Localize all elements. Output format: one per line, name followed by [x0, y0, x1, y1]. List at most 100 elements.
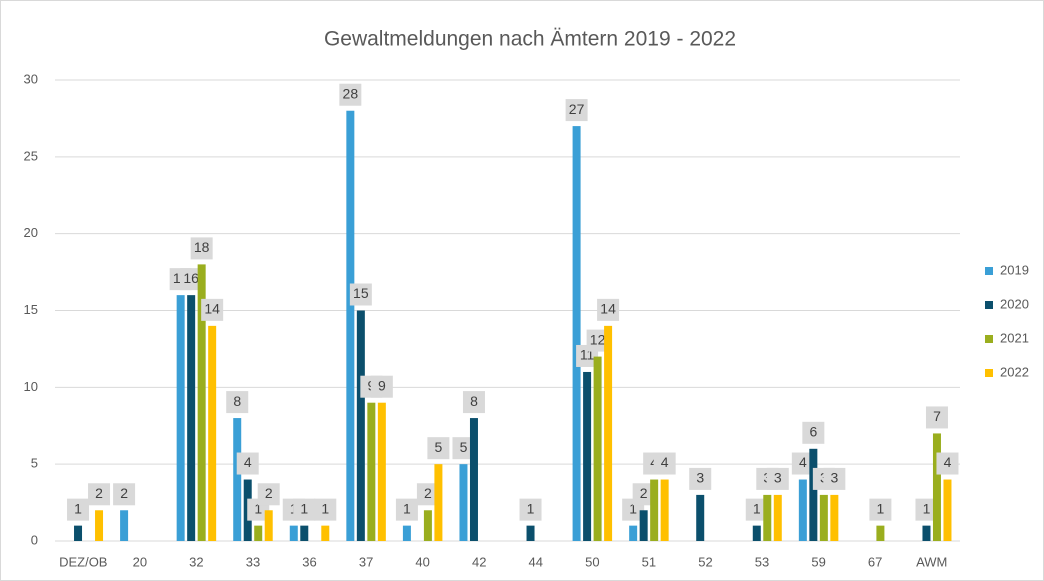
legend-swatch — [985, 369, 993, 377]
x-tick-label: 20 — [133, 554, 147, 569]
data-label-box — [416, 483, 439, 506]
data-label-box — [936, 452, 959, 475]
data-label-box — [88, 483, 111, 506]
data-label-box — [395, 498, 418, 521]
bar — [932, 433, 941, 541]
x-tick-label: AWM — [916, 554, 947, 569]
x-tick-label: 67 — [868, 554, 882, 569]
data-label: 3 — [696, 470, 704, 486]
data-label: 2 — [265, 485, 273, 501]
data-label: 1 — [527, 500, 535, 516]
y-tick-label: 5 — [31, 456, 38, 471]
x-tick-label: 33 — [246, 554, 260, 569]
data-label-box — [452, 437, 475, 460]
y-tick-label: 30 — [24, 71, 38, 86]
data-label: 14 — [204, 301, 220, 317]
data-label-box — [113, 483, 136, 506]
bar — [696, 494, 705, 541]
x-tick-label: 42 — [472, 554, 486, 569]
bar — [650, 479, 659, 541]
x-tick-label: 51 — [642, 554, 656, 569]
legend-swatch — [985, 267, 993, 275]
data-label: 1 — [74, 500, 82, 516]
data-label-box — [766, 467, 789, 490]
data-label-box — [427, 437, 450, 460]
bar — [120, 510, 129, 541]
data-label: 28 — [343, 85, 359, 101]
data-label: 4 — [799, 454, 807, 470]
data-label-box — [236, 452, 259, 475]
data-label: 8 — [470, 393, 478, 409]
bar — [798, 479, 807, 541]
data-label: 3 — [774, 470, 782, 486]
bar — [922, 525, 931, 541]
x-tick-label: 53 — [755, 554, 769, 569]
bar — [197, 264, 206, 541]
data-label: 1 — [403, 500, 411, 516]
legend-swatch — [985, 335, 993, 343]
data-label: 1 — [321, 500, 329, 516]
data-label: 9 — [378, 377, 386, 393]
y-tick-label: 0 — [31, 532, 38, 547]
legend-label: 2022 — [1000, 364, 1029, 379]
bar — [208, 325, 217, 541]
x-tick-label: 37 — [359, 554, 373, 569]
bar — [356, 310, 365, 541]
bar — [660, 479, 669, 541]
data-label: 5 — [460, 439, 468, 455]
data-label: 1 — [877, 500, 885, 516]
data-label-box — [293, 498, 316, 521]
data-label: 1 — [254, 500, 262, 516]
bar — [95, 510, 104, 541]
data-label-box — [339, 83, 362, 106]
bar — [809, 448, 818, 541]
data-label-box — [791, 452, 814, 475]
data-label: 7 — [933, 408, 941, 424]
bar — [346, 110, 355, 541]
bar — [264, 510, 273, 541]
data-label-box — [802, 421, 825, 444]
legend-label: 2020 — [1000, 296, 1029, 311]
data-label: 12 — [590, 331, 606, 347]
data-label: 14 — [600, 301, 616, 317]
data-label-box — [745, 498, 768, 521]
bar — [593, 356, 602, 541]
data-label: 18 — [194, 239, 210, 255]
data-label: 5 — [435, 439, 443, 455]
data-label-box — [632, 483, 655, 506]
bar — [321, 525, 330, 541]
data-label-box — [915, 498, 938, 521]
bar — [752, 525, 761, 541]
x-tick-label: 36 — [302, 554, 316, 569]
data-label-box — [67, 498, 90, 521]
data-label-box — [257, 483, 280, 506]
bar — [773, 494, 782, 541]
bar — [819, 494, 828, 541]
bar — [459, 464, 468, 541]
data-label: 2 — [120, 485, 128, 501]
bar — [300, 525, 309, 541]
data-label-box — [597, 298, 620, 321]
bar — [830, 494, 839, 541]
bar — [254, 525, 263, 541]
data-label-box — [314, 498, 337, 521]
data-label-box — [823, 467, 846, 490]
data-label: 2 — [640, 485, 648, 501]
data-label-box — [519, 498, 542, 521]
x-tick-label: 52 — [698, 554, 712, 569]
bar — [402, 525, 411, 541]
bar — [176, 295, 185, 541]
y-tick-label: 15 — [24, 302, 38, 317]
data-label: 1 — [629, 500, 637, 516]
data-label: 4 — [944, 454, 952, 470]
x-tick-label: 32 — [189, 554, 203, 569]
data-label-box — [586, 329, 609, 352]
y-tick-label: 20 — [24, 225, 38, 240]
data-label-box — [462, 391, 485, 414]
data-label-box — [226, 391, 249, 414]
data-label-box — [565, 99, 588, 122]
bar — [572, 126, 581, 541]
